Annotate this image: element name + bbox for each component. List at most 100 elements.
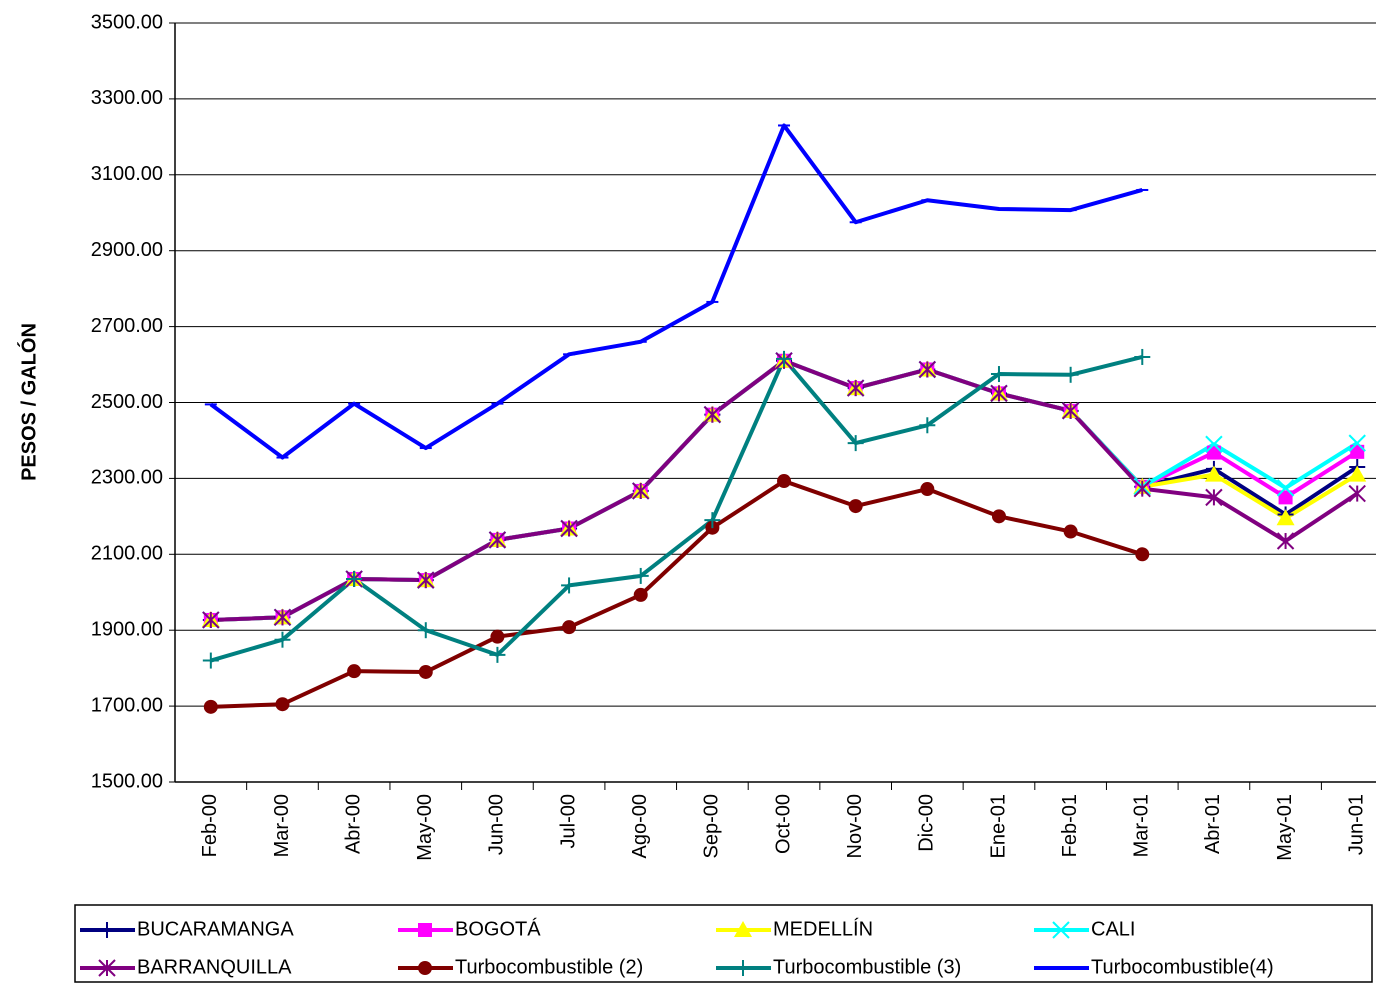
marker bbox=[98, 959, 116, 977]
marker bbox=[488, 531, 507, 549]
y-tick-label: 1900.00 bbox=[91, 618, 163, 640]
marker bbox=[776, 350, 793, 367]
x-tick-label: Nov-00 bbox=[844, 794, 866, 858]
marker bbox=[1278, 490, 1293, 505]
x-tick-label: Dic-00 bbox=[916, 794, 938, 852]
x-tick-label: Abr-01 bbox=[1202, 794, 1224, 854]
legend-label: Turbocombustible (2) bbox=[455, 956, 643, 978]
marker bbox=[734, 921, 752, 937]
marker bbox=[847, 435, 864, 452]
marker bbox=[561, 577, 578, 594]
x-tick-label: Ene-01 bbox=[987, 794, 1009, 859]
marker bbox=[489, 646, 506, 663]
legend-label: BOGOTÁ bbox=[455, 917, 541, 940]
x-tick-label: Oct-00 bbox=[772, 794, 794, 854]
marker bbox=[347, 664, 362, 679]
marker bbox=[735, 960, 751, 976]
marker bbox=[1205, 435, 1223, 453]
series-line bbox=[210, 355, 1143, 663]
series-line bbox=[210, 479, 1143, 709]
marker bbox=[990, 366, 1007, 383]
marker bbox=[1204, 465, 1223, 482]
marker bbox=[273, 608, 292, 627]
marker bbox=[920, 482, 935, 497]
marker bbox=[1135, 547, 1150, 562]
marker bbox=[1350, 444, 1365, 459]
marker bbox=[633, 587, 648, 602]
marker bbox=[1276, 479, 1295, 497]
marker bbox=[275, 697, 290, 712]
marker bbox=[490, 629, 505, 644]
marker bbox=[560, 519, 578, 538]
x-tick-label: Mar-01 bbox=[1131, 794, 1153, 857]
x-tick-label: Mar-00 bbox=[271, 794, 293, 857]
x-tick-label: Feb-01 bbox=[1059, 794, 1081, 857]
y-tick-label: 2700.00 bbox=[91, 315, 163, 337]
legend-label: Turbocombustible (3) bbox=[773, 956, 961, 978]
marker bbox=[632, 482, 650, 500]
marker bbox=[418, 961, 432, 975]
marker bbox=[417, 571, 435, 589]
y-tick-label: 2300.00 bbox=[91, 467, 163, 489]
marker bbox=[203, 699, 218, 714]
x-tick-label: Sep-00 bbox=[701, 794, 723, 859]
marker bbox=[274, 631, 291, 648]
marker bbox=[1133, 479, 1151, 498]
x-tick-label: May-00 bbox=[414, 794, 436, 861]
marker bbox=[1134, 348, 1151, 365]
marker bbox=[1205, 488, 1223, 507]
marker bbox=[990, 384, 1008, 403]
marker bbox=[1061, 402, 1080, 420]
legend-label: Turbocombustible(4) bbox=[1091, 956, 1274, 978]
y-tick-label: 3100.00 bbox=[91, 163, 163, 185]
y-axis-label: PESOS / GALÓN bbox=[16, 323, 40, 481]
x-tick-label: Feb-00 bbox=[199, 794, 221, 857]
legend-label: BARRANQUILLA bbox=[137, 956, 292, 978]
marker bbox=[418, 923, 432, 937]
marker bbox=[632, 567, 649, 584]
marker bbox=[777, 474, 792, 489]
marker bbox=[703, 405, 722, 424]
marker bbox=[202, 611, 220, 629]
y-tick-label: 1500.00 bbox=[91, 770, 163, 792]
marker bbox=[417, 622, 434, 639]
marker bbox=[99, 922, 115, 938]
legend-label: MEDELLÍN bbox=[773, 917, 873, 940]
marker bbox=[1062, 366, 1079, 383]
marker bbox=[919, 417, 936, 434]
y-tick-label: 2500.00 bbox=[91, 391, 163, 413]
marker bbox=[918, 360, 937, 379]
y-tick-label: 3500.00 bbox=[91, 11, 163, 33]
y-tick-label: 1700.00 bbox=[91, 694, 163, 716]
y-tick-label: 2100.00 bbox=[91, 543, 163, 565]
series-line bbox=[210, 358, 1359, 622]
marker bbox=[1348, 465, 1367, 482]
marker bbox=[704, 512, 721, 529]
x-tick-label: Abr-00 bbox=[342, 794, 364, 854]
marker bbox=[846, 379, 865, 397]
x-tick-label: Ago-00 bbox=[629, 794, 651, 859]
legend-label: CALI bbox=[1091, 918, 1135, 940]
marker bbox=[848, 499, 863, 514]
marker bbox=[1206, 445, 1221, 460]
marker bbox=[346, 570, 363, 587]
y-tick-label: 2900.00 bbox=[91, 239, 163, 261]
marker bbox=[202, 652, 219, 669]
marker bbox=[1348, 434, 1366, 452]
x-tick-label: Jul-00 bbox=[557, 794, 579, 848]
x-tick-label: Jun-01 bbox=[1346, 794, 1368, 855]
marker bbox=[1276, 532, 1295, 550]
x-tick-label: May-01 bbox=[1274, 794, 1296, 861]
legend-label: BUCARAMANGA bbox=[137, 918, 294, 940]
marker bbox=[991, 509, 1006, 524]
marker bbox=[418, 664, 433, 679]
marker bbox=[562, 620, 577, 635]
x-tick-label: Jun-00 bbox=[486, 794, 508, 855]
y-tick-label: 3300.00 bbox=[91, 87, 163, 109]
marker bbox=[1052, 921, 1070, 939]
marker bbox=[1348, 484, 1366, 503]
marker bbox=[1276, 509, 1295, 526]
marker bbox=[1063, 524, 1078, 539]
series-line bbox=[209, 123, 1143, 460]
